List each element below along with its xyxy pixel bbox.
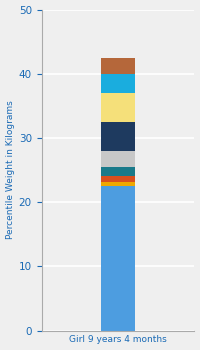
Bar (101, 167, 135, 176)
Bar (101, 176, 135, 182)
Bar (101, 58, 135, 74)
Bar (101, 122, 135, 151)
Bar (101, 182, 135, 186)
Bar (101, 74, 135, 93)
Bar (101, 151, 135, 167)
Bar (101, 93, 135, 122)
Bar (101, 186, 135, 331)
Y-axis label: Percentile Weight in Kilograms: Percentile Weight in Kilograms (6, 101, 15, 239)
